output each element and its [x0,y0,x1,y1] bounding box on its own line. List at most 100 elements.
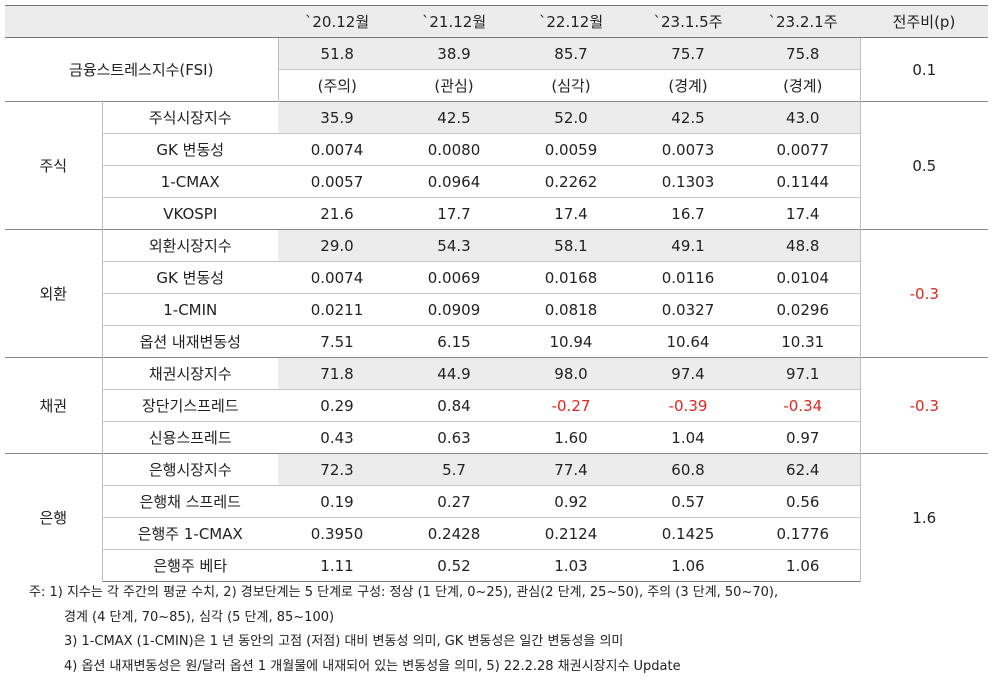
value-cell: 43.0 [746,101,860,134]
value-cell: 0.56 [746,485,860,518]
col-header: `23.2.1주 [746,5,860,38]
value-cell: 0.0073 [630,133,746,166]
table-row: 외환 외환시장지수 29.0 54.3 58.1 49.1 48.8 -0.3 [5,229,988,358]
footnote: 경계 (4 단계, 70~85), 심각 (5 단계, 85~100) [64,609,335,625]
value-cell: 1.06 [746,549,860,582]
col-header: `23.1.5주 [630,5,746,38]
fsi-table: `20.12월 `21.12월 `22.12월 `23.1.5주 `23.2.1… [5,5,988,582]
group-wow: -0.3 [859,357,988,454]
fsi-value: 85.7 [512,37,630,70]
table-row: 옵션 내재변동성 7.51 6.15 10.94 10.64 10.31 [5,325,988,358]
value-cell: 10.64 [630,325,746,358]
value-cell: 17.4 [512,197,630,230]
value-cell: 1.06 [630,549,746,582]
value-cell: -0.34 [746,389,860,422]
value-cell: 52.0 [512,101,630,134]
fsi-value-row: 금융스트레스지수(FSI) 51.8 38.9 85.7 75.7 75.8 0.1 [5,37,988,102]
value-cell: 0.52 [396,549,512,582]
value-cell: 0.2262 [512,165,630,198]
value-cell: 54.3 [396,229,512,262]
value-cell: 97.4 [630,357,746,390]
footnote: 3) 1-CMAX (1-CMIN)은 1 년 동안의 고점 (저점) 대비 변… [64,634,624,649]
value-cell: 62.4 [746,453,860,486]
fsi-value: 75.7 [630,37,746,70]
fsi-stage-row: (주의) (관심) (심각) (경계) (경계) [5,69,988,102]
value-cell: 0.92 [512,485,630,518]
header-blank [5,5,278,38]
row-label: 은행주 1-CMAX [102,517,278,550]
value-cell: 0.0104 [746,261,860,294]
value-cell: 0.0296 [746,293,860,326]
value-cell: 0.2428 [396,517,512,550]
value-cell: 0.0074 [278,261,396,294]
fsi-value: 38.9 [396,37,512,70]
group-wow: -0.3 [859,229,988,358]
row-label: GK 변동성 [102,133,278,166]
value-cell: 98.0 [512,357,630,390]
row-label: 은행주 베타 [102,549,278,582]
value-cell: 17.4 [746,197,860,230]
value-cell: 0.0818 [512,293,630,326]
value-cell: 0.0077 [746,133,860,166]
value-cell: 6.15 [396,325,512,358]
value-cell: 97.1 [746,357,860,390]
value-cell: 0.0080 [396,133,512,166]
group-label: 외환 [5,229,103,358]
fsi-stage: (심각) [512,69,630,102]
fsi-stage: (관심) [396,69,512,102]
value-cell: 17.7 [396,197,512,230]
value-cell: 10.94 [512,325,630,358]
table-row: 1-CMAX 0.0057 0.0964 0.2262 0.1303 0.1144 [5,165,988,198]
fsi-label: 금융스트레스지수(FSI) [5,37,279,102]
value-cell: 0.0909 [396,293,512,326]
value-cell: 44.9 [396,357,512,390]
value-cell: 0.0327 [630,293,746,326]
value-cell: -0.39 [630,389,746,422]
wow-header: 전주비(p) [860,5,988,38]
value-cell: 1.04 [630,421,746,454]
row-label: 외환시장지수 [102,229,278,262]
value-cell: 21.6 [278,197,396,230]
footnotes: 주: 1) 지수는 각 주간의 평균 수치, 2) 경보단계는 5 단계로 구성… [29,581,778,679]
table-row: GK 변동성 0.0074 0.0080 0.0059 0.0073 0.0077 [5,133,988,166]
row-label: 주식시장지수 [102,101,278,134]
value-cell: 0.1144 [746,165,860,198]
value-cell: 0.0211 [278,293,396,326]
row-label: 채권시장지수 [102,357,278,390]
value-cell: 35.9 [278,101,396,134]
row-label: 1-CMAX [102,165,278,198]
col-header: `20.12월 [278,5,396,38]
fsi-value: 75.8 [746,37,860,70]
table-row: GK 변동성 0.0074 0.0069 0.0168 0.0116 0.0104 [5,261,988,294]
value-cell: 0.57 [630,485,746,518]
value-cell: 1.11 [278,549,396,582]
value-cell: 1.60 [512,421,630,454]
value-cell: 0.0057 [278,165,396,198]
value-cell: 0.84 [396,389,512,422]
table-row: 주식 주식시장지수 35.9 42.5 52.0 42.5 43.0 0.5 [5,101,988,230]
value-cell: 0.0074 [278,133,396,166]
footnote: 주: 1) 지수는 각 주간의 평균 수치, 2) 경보단계는 5 단계로 구성… [29,585,779,600]
value-cell: 0.0059 [512,133,630,166]
value-cell: 0.0964 [396,165,512,198]
value-cell: 1.03 [512,549,630,582]
group-wow: 0.5 [859,101,988,230]
value-cell: 16.7 [630,197,746,230]
value-cell: 0.0069 [396,261,512,294]
value-cell: 0.27 [396,485,512,518]
group-label: 채권 [5,357,103,454]
value-cell: 0.0116 [630,261,746,294]
value-cell: 0.1303 [630,165,746,198]
col-header: `22.12월 [512,5,630,38]
row-label: 신용스프레드 [102,421,278,454]
row-label: 1-CMIN [102,293,278,326]
table-body: 금융스트레스지수(FSI) 51.8 38.9 85.7 75.7 75.8 0.1 (주의)… [5,37,988,582]
value-cell: 10.31 [746,325,860,358]
col-header: `21.12월 [396,5,512,38]
fsi-value: 51.8 [278,37,396,70]
value-cell: -0.27 [512,389,630,422]
fsi-stage: (경계) [746,69,860,102]
group-label: 주식 [5,101,103,230]
value-cell: 0.0168 [512,261,630,294]
